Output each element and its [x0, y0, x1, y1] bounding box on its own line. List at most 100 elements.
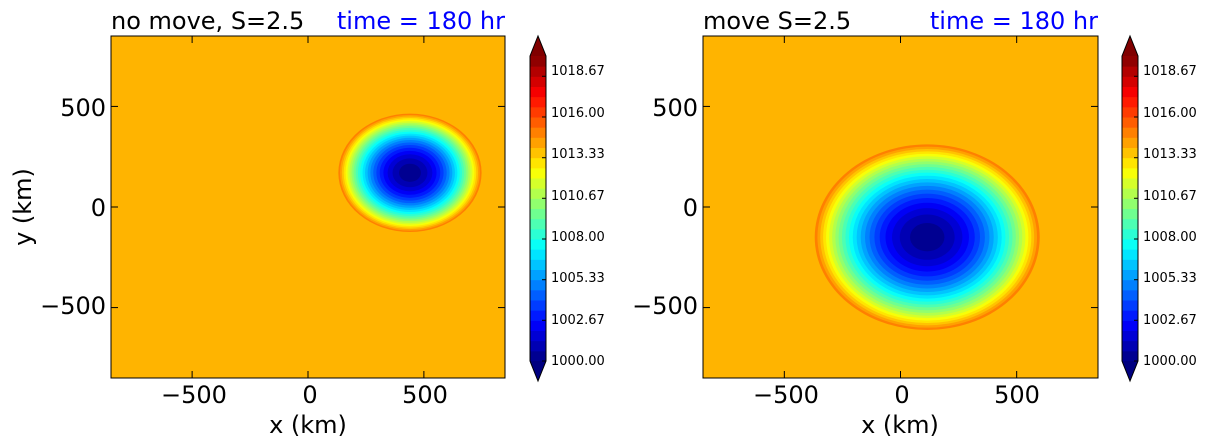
- colorbar-band: [1122, 137, 1138, 148]
- colorbar-band: [530, 56, 546, 67]
- colorbar-tick-label: 1013.33: [551, 147, 605, 162]
- title-right: time = 180 hr: [930, 7, 1098, 35]
- colorbar-band: [1122, 218, 1138, 230]
- colorbar-band: [530, 86, 546, 98]
- colorbar-tick-label: 1000.00: [551, 354, 605, 369]
- colorbar-tick-label: 1013.33: [1143, 147, 1197, 162]
- colorbar-band: [530, 249, 546, 260]
- colorbar-band: [530, 330, 546, 342]
- colorbar-tick-label: 1002.67: [551, 313, 605, 328]
- colorbar-band: [1122, 330, 1138, 342]
- colorbar-extend-max: [1122, 36, 1138, 56]
- colorbar-band: [1122, 350, 1138, 362]
- colorbar-tick-label: 1002.67: [1143, 313, 1197, 328]
- title-left: move S=2.5: [703, 7, 851, 35]
- colorbar-extend-min: [1122, 361, 1138, 381]
- y-tick-label: −500: [40, 292, 106, 320]
- colorbar-band: [1122, 86, 1138, 98]
- colorbar-tick-label: 1010.67: [551, 189, 605, 204]
- colorbar-tick-label: 1018.67: [551, 64, 605, 79]
- colorbar-band: [530, 350, 546, 362]
- colorbar-tick-label: 1005.33: [551, 271, 605, 286]
- x-tick-label: −500: [161, 381, 227, 409]
- colorbar-bands: [529, 34, 547, 383]
- colorbar-band: [530, 147, 546, 159]
- colorbar-band: [530, 137, 546, 148]
- x-tick-label: 500: [994, 381, 1040, 409]
- colorbar-band: [530, 279, 546, 291]
- colorbar-band: [530, 208, 546, 220]
- colorbar-band: [1122, 279, 1138, 291]
- colorbar-band: [530, 289, 546, 301]
- colorbar-band: [530, 167, 546, 179]
- y-axis-label: y (km): [9, 168, 37, 246]
- colorbar-tick-label: 1000.00: [1143, 354, 1197, 369]
- x-tick-label: 0: [302, 381, 317, 409]
- x-axis-label: x (km): [269, 411, 347, 439]
- colorbar-band: [1122, 117, 1138, 128]
- colorbar-band: [1122, 56, 1138, 67]
- colorbar-band: [530, 310, 546, 321]
- colorbar-band: [530, 320, 546, 331]
- colorbar-bands: [1121, 34, 1139, 383]
- colorbar-band: [530, 127, 546, 138]
- title-right: time = 180 hr: [337, 7, 505, 35]
- pressure-contour-band: [399, 163, 421, 182]
- colorbar-band: [530, 157, 546, 169]
- colorbar-band: [1122, 259, 1138, 270]
- colorbar-band: [530, 198, 546, 209]
- title-left: no move, S=2.5: [111, 7, 304, 35]
- colorbar-band: [530, 76, 546, 87]
- colorbar-band: [1122, 340, 1138, 352]
- x-tick-label: −500: [753, 381, 819, 409]
- axis-ticks: [703, 36, 1098, 378]
- colorbar-band: [530, 218, 546, 230]
- y-tick-label: −500: [632, 292, 698, 320]
- colorbar-tick-label: 1018.67: [1143, 64, 1197, 79]
- colorbar-band: [530, 259, 546, 270]
- colorbar-band: [1122, 320, 1138, 331]
- colorbar-band: [1122, 228, 1138, 240]
- y-tick-label: 0: [91, 194, 106, 222]
- colorbar-band: [530, 178, 546, 189]
- colorbar-band: [530, 300, 546, 311]
- colorbar-band: [1122, 167, 1138, 179]
- colorbar-tick-label: 1008.00: [551, 230, 605, 245]
- x-tick-label: 500: [402, 381, 448, 409]
- colorbar-band: [1122, 157, 1138, 169]
- colorbar-tick-label: 1016.00: [551, 106, 605, 121]
- y-tick-label: 500: [652, 94, 698, 122]
- colorbar-band: [530, 117, 546, 128]
- colorbar-band: [530, 269, 546, 281]
- colorbar-band: [1122, 188, 1138, 199]
- colorbar-band: [1122, 208, 1138, 220]
- axis-ticks: [111, 36, 505, 378]
- colorbar-band: [1122, 269, 1138, 281]
- colorbar-tick-label: 1016.00: [1143, 106, 1197, 121]
- panel-move: move S=2.5 time = 180 hr x (km) −500 0 5…: [632, 7, 1099, 439]
- pressure-contours: [814, 144, 1040, 330]
- colorbar-band: [1122, 106, 1138, 118]
- colorbar-band: [530, 106, 546, 118]
- colorbar-band: [1122, 289, 1138, 301]
- colorbar-band: [1122, 310, 1138, 321]
- colorbar-tick-label: 1010.67: [1143, 189, 1197, 204]
- x-axis-label: x (km): [861, 411, 939, 439]
- colorbar-move: 1018.67 1016.00 1013.33 1010.67 1008.00 …: [1121, 34, 1197, 383]
- colorbar-band: [1122, 127, 1138, 138]
- colorbar-extend-min: [530, 361, 546, 381]
- pressure-contour-band: [909, 222, 945, 252]
- colorbar-band: [530, 96, 546, 108]
- y-tick-label: 0: [683, 194, 698, 222]
- colorbar-band: [530, 228, 546, 240]
- y-tick-label: 500: [60, 94, 106, 122]
- colorbar-band: [1122, 76, 1138, 87]
- colorbar-band: [1122, 300, 1138, 311]
- colorbar-band: [530, 340, 546, 352]
- colorbar-band: [1122, 96, 1138, 108]
- colorbar-band: [530, 239, 546, 250]
- colorbar-no-move: 1018.67 1016.00 1013.33 1010.67 1008.00 …: [529, 34, 605, 383]
- panel-no-move: no move, S=2.5 time = 180 hr x (km) y (k…: [9, 7, 506, 439]
- colorbar-band: [530, 188, 546, 199]
